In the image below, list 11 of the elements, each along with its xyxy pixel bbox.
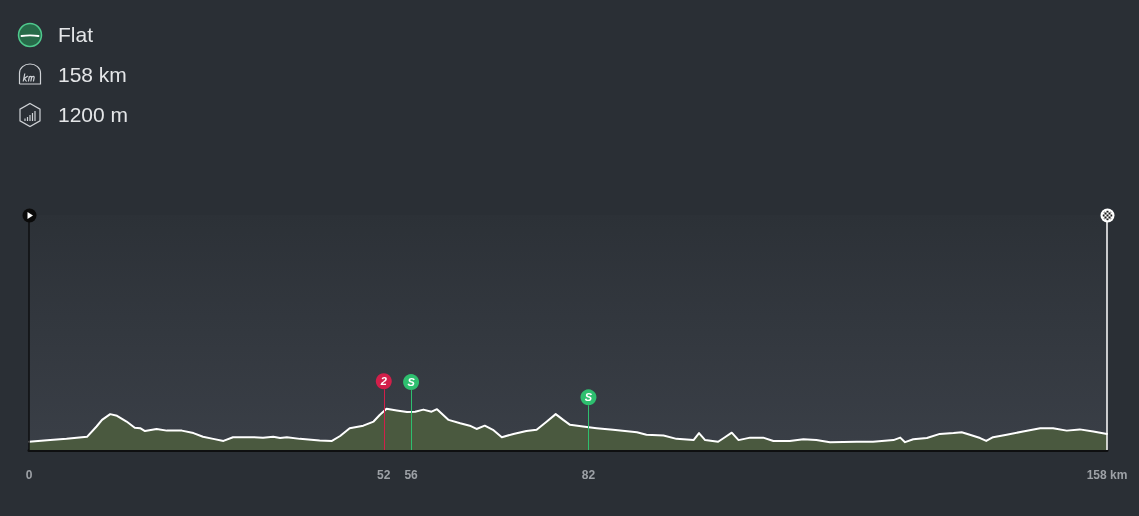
x-tick-label: 56	[404, 468, 419, 482]
x-tick-label: 82	[581, 468, 596, 482]
x-tick-label: 158 km	[1086, 468, 1128, 482]
annotation: 2	[379, 375, 387, 388]
annotation: S	[584, 391, 593, 404]
x-tick-label: 52	[377, 468, 391, 482]
x-tick-label: 0	[25, 468, 33, 482]
text: 1200 m	[58, 102, 129, 128]
text: Flat	[58, 22, 94, 48]
annotation: S	[407, 376, 416, 389]
text: 158 km	[58, 62, 127, 88]
